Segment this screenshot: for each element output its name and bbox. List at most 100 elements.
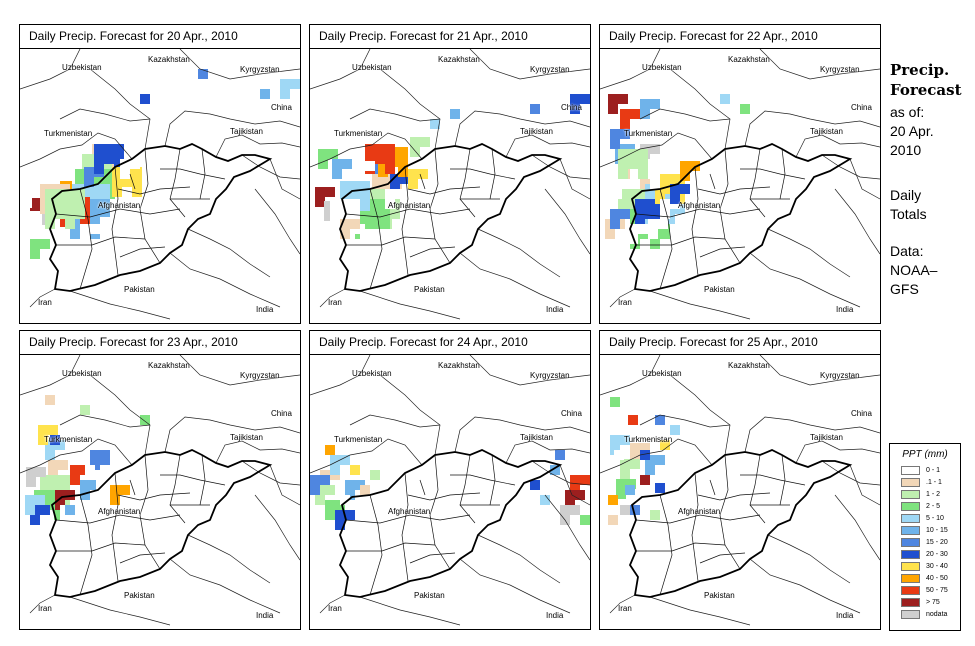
- precip-cell: [645, 465, 655, 475]
- province-border: [346, 236, 436, 246]
- precip-cell: [570, 475, 580, 485]
- province-border: [199, 148, 206, 200]
- map-area: Kazakhstan Uzbekistan Kyrgyzstan Turkmenist…: [310, 49, 590, 323]
- precip-cell: [342, 159, 352, 169]
- precip-cell: [670, 465, 680, 475]
- province-border: [709, 479, 716, 496]
- precip-cells: [22, 69, 300, 259]
- country-border: [59, 108, 151, 122]
- precip-cell: [60, 475, 70, 485]
- province-border: [740, 168, 806, 180]
- province-border: [779, 148, 786, 200]
- province-border: [56, 236, 146, 246]
- precip-cell: [50, 177, 60, 187]
- precip-cell: [330, 455, 340, 465]
- precip-cell: [75, 199, 85, 209]
- map-label-turkmenistan: Turkmenistan: [44, 435, 93, 444]
- precip-cell: [350, 219, 360, 229]
- precip-cell: [50, 475, 60, 485]
- map-label-kyrgyzstan: Kyrgyzstan: [820, 65, 860, 74]
- precip-cell: [638, 189, 648, 199]
- precip-cell: [84, 167, 94, 177]
- province-border: [659, 494, 673, 596]
- country-border: [20, 49, 81, 90]
- precip-map: [600, 355, 880, 626]
- precip-cell: [638, 169, 648, 179]
- map-area: Kazakhstan Uzbekistan Kyrgyzstan Turkmenist…: [600, 49, 880, 323]
- precip-cell: [410, 137, 420, 147]
- precip-cell: [140, 94, 150, 104]
- map-label-turkmenistan: Turkmenistan: [334, 129, 383, 138]
- panel-title: Daily Precip. Forecast for 23 Apr., 2010: [20, 331, 300, 355]
- precip-cell: [30, 249, 40, 259]
- country-border: [215, 440, 300, 464]
- precip-cell: [332, 169, 342, 179]
- province-border: [401, 472, 409, 582]
- precip-cell: [35, 495, 45, 505]
- precip-cell: [94, 144, 104, 154]
- country-border: [179, 49, 300, 80]
- precip-cell: [385, 164, 395, 174]
- country-border: [609, 288, 636, 308]
- legend-swatch: [901, 610, 920, 619]
- forecast-panel-1: Daily Precip. Forecast for 20 Apr., 2010…: [19, 24, 301, 324]
- country-border: [767, 228, 851, 278]
- map-label-tajikistan: Tajikistan: [520, 127, 553, 136]
- forecast-panel-2: Daily Precip. Forecast for 21 Apr., 2010…: [309, 24, 591, 324]
- precip-cells: [25, 373, 280, 525]
- forecast-panel-3: Daily Precip. Forecast for 22 Apr., 2010…: [599, 24, 881, 324]
- precip-cell: [85, 465, 95, 475]
- precip-cell: [650, 510, 660, 520]
- precip-cell: [100, 217, 110, 227]
- precip-cell: [40, 505, 50, 515]
- precip-cell: [325, 187, 335, 197]
- precip-cell: [96, 473, 106, 483]
- as-of-label: as of:: [890, 104, 925, 120]
- precip-cell: [320, 475, 330, 485]
- precip-cell: [70, 465, 80, 475]
- precip-cell: [100, 184, 110, 194]
- country-border: [600, 438, 713, 474]
- precip-cell: [600, 465, 610, 475]
- precip-cell: [350, 465, 360, 475]
- precip-cell: [628, 189, 638, 199]
- precip-cell: [360, 209, 370, 219]
- precip-cell: [340, 219, 350, 229]
- map-label-india: India: [546, 305, 564, 314]
- precip-cell: [570, 104, 580, 114]
- forecast-panel-4: Daily Precip. Forecast for 23 Apr., 2010…: [19, 330, 301, 630]
- precip-cell: [605, 229, 615, 239]
- afghanistan-border: [48, 143, 273, 292]
- map-label-china: China: [271, 103, 292, 112]
- precip-cell: [370, 199, 380, 209]
- precip-cell: [48, 227, 58, 237]
- map-label-iran: Iran: [328, 298, 342, 307]
- precip-cell: [40, 239, 50, 249]
- precip-cell: [530, 480, 540, 490]
- precip-cell: [385, 189, 395, 199]
- precip-cell: [70, 229, 80, 239]
- province-border: [345, 514, 471, 524]
- map-label-afghanistan: Afghanistan: [98, 201, 141, 210]
- precip-cell: [624, 169, 634, 179]
- legend-swatch: [901, 490, 920, 499]
- precip-cell: [378, 167, 388, 177]
- map-label-uzbekistan: Uzbekistan: [62, 369, 102, 378]
- province-border: [409, 246, 456, 258]
- precip-cell: [660, 209, 670, 219]
- precip-cell: [398, 157, 408, 167]
- province-border: [111, 472, 119, 582]
- precip-cell: [618, 169, 628, 179]
- precip-cell: [44, 490, 54, 500]
- map-label-tajikistan: Tajikistan: [230, 433, 263, 442]
- precip-cell: [655, 415, 665, 425]
- side-title: Precip. Forecast: [890, 60, 962, 100]
- country-border: [29, 594, 56, 614]
- map-label-iran: Iran: [38, 604, 52, 613]
- country-border: [310, 355, 371, 396]
- precip-cell: [650, 239, 660, 249]
- precip-cell: [370, 209, 380, 219]
- country-border: [559, 158, 590, 200]
- precip-cell: [608, 104, 618, 114]
- precip-cell: [620, 109, 630, 119]
